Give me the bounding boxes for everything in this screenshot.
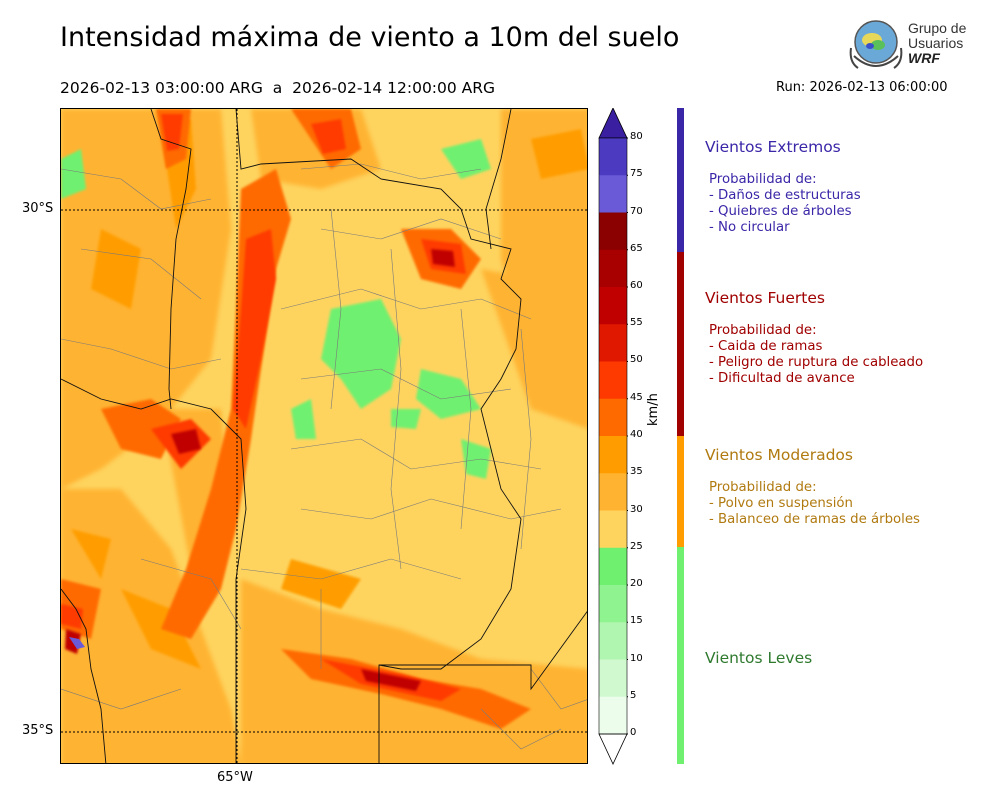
colorbar-tick: 35	[630, 466, 643, 477]
category-desc-line: - Peligro de ruptura de cableado	[709, 355, 924, 370]
colorbar-bin	[599, 324, 627, 362]
colorbar-bin	[599, 622, 627, 660]
run-timestamp: Run: 2026-02-13 06:00:00	[776, 80, 948, 95]
colorbar	[598, 108, 628, 765]
colorbar-tick: 30	[630, 504, 643, 515]
wrf-group-logo: Grupo de Usuarios WRF	[848, 14, 988, 74]
logo-line-3: WRF	[908, 50, 940, 66]
lat-label-35s: 35°S	[22, 723, 54, 738]
forecast-period: 2026-02-13 03:00:00 ARG a 2026-02-14 12:…	[60, 79, 496, 97]
category-desc-extremos: Probabilidad de: - Daños de estructuras …	[709, 172, 861, 236]
category-desc-line: Probabilidad de:	[709, 323, 817, 338]
category-desc-line: - Quiebres de árboles	[709, 204, 852, 219]
colorbar-bin	[599, 585, 627, 623]
lat-label-30s: 30°S	[22, 201, 54, 216]
colorbar-bin	[599, 659, 627, 698]
category-title-extremos: Vientos Extremos	[705, 138, 841, 156]
colorbar-tick: 15	[630, 615, 643, 626]
logo-line-1: Grupo de	[908, 20, 967, 36]
category-bar-leves	[677, 547, 684, 764]
colorbar-tick: 5	[630, 690, 637, 701]
colorbar-bin	[599, 212, 627, 251]
colorbar-tick: 60	[630, 280, 643, 291]
category-desc-line: - No circular	[709, 220, 790, 235]
colorbar-top-arrow	[598, 108, 628, 139]
colorbar-tick: 10	[630, 653, 643, 664]
category-desc-line: Probabilidad de:	[709, 480, 817, 495]
colorbar-tick: 40	[630, 429, 643, 440]
colorbar-bin	[599, 473, 627, 511]
colorbar-bin	[599, 138, 627, 176]
wind-map	[60, 108, 588, 764]
colorbar-tick: 75	[630, 168, 643, 179]
colorbar-tick: 55	[630, 317, 643, 328]
colorbar-bin	[599, 361, 627, 400]
colorbar-bottom-arrow	[598, 733, 628, 765]
colorbar-bin	[599, 436, 627, 474]
category-desc-line: Probabilidad de:	[709, 172, 817, 187]
chart-title: Intensidad máxima de viento a 10m del su…	[60, 22, 680, 53]
colorbar-tick: 20	[630, 578, 643, 589]
category-title-fuertes: Vientos Fuertes	[705, 289, 825, 307]
lon-label-65w: 65°W	[217, 770, 253, 785]
colorbar-tick: 0	[630, 727, 637, 738]
category-title-moderados: Vientos Moderados	[705, 446, 853, 464]
colorbar-bin	[599, 547, 627, 586]
category-desc-line: - Daños de estructuras	[709, 188, 861, 203]
colorbar-tick: 80	[630, 131, 643, 142]
category-desc-line: - Balanceo de ramas de árboles	[709, 512, 920, 527]
colorbar-bin	[599, 696, 627, 735]
category-desc-moderados: Probabilidad de: - Polvo en suspensión -…	[709, 480, 920, 528]
category-desc-fuertes: Probabilidad de: - Caida de ramas - Peli…	[709, 323, 923, 387]
colorbar-tick: 45	[630, 392, 643, 403]
colorbar-tick: 50	[630, 354, 643, 365]
colorbar-bin	[599, 249, 627, 288]
colorbar-bin	[599, 287, 627, 325]
colorbar-bin	[599, 510, 627, 549]
colorbar-bin	[599, 175, 627, 213]
wind-map-field	[61, 109, 587, 763]
category-bar-extremos	[677, 108, 684, 252]
category-title-leves: Vientos Leves	[705, 649, 813, 667]
category-desc-line: - Dificultad de avance	[709, 371, 855, 386]
globe-icon	[849, 20, 903, 69]
colorbar-tick: 25	[630, 541, 643, 552]
category-desc-line: - Caida de ramas	[709, 339, 823, 354]
category-bar-fuertes	[677, 252, 684, 436]
colorbar-bin	[599, 398, 627, 437]
colorbar-unit: km/h	[646, 393, 661, 426]
colorbar-tick: 70	[630, 206, 643, 217]
colorbar-tick: 65	[630, 243, 643, 254]
logo-line-2: Usuarios	[908, 35, 964, 51]
category-desc-line: - Polvo en suspensión	[709, 496, 853, 511]
category-bar-moderados	[677, 436, 684, 547]
